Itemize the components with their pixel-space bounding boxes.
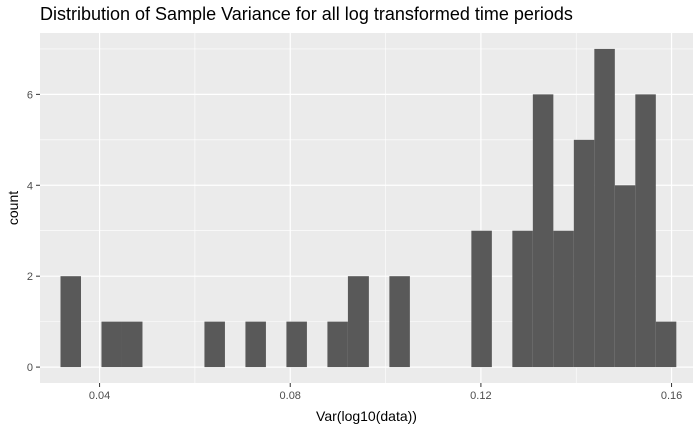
y-axis-title: count <box>5 191 21 225</box>
histogram-bar <box>204 321 225 368</box>
y-tick-label: 6 <box>27 89 33 101</box>
histogram-bar <box>286 321 307 368</box>
histogram-bar <box>553 230 574 368</box>
histogram-bar <box>327 321 348 368</box>
histogram-bar <box>389 276 410 368</box>
histogram-bars <box>60 48 677 368</box>
histogram-bar <box>512 230 533 368</box>
x-axis-ticks: 0.04 0.08 0.12 0.16 <box>89 383 682 402</box>
y-axis-ticks: 0 2 4 6 <box>27 89 40 374</box>
histogram-bar <box>573 139 595 368</box>
y-tick-label: 2 <box>27 271 33 283</box>
histogram-bar <box>655 321 677 368</box>
x-tick-label: 0.08 <box>280 390 301 402</box>
histogram-bar <box>614 185 636 368</box>
x-axis-title: Var(log10(data)) <box>316 408 417 424</box>
histogram-bar <box>101 321 122 368</box>
histogram-bar <box>121 321 143 368</box>
x-tick-label: 0.16 <box>661 390 682 402</box>
x-tick-label: 0.12 <box>470 390 491 402</box>
x-tick-label: 0.04 <box>89 390 110 402</box>
histogram-bar <box>594 48 615 368</box>
histogram-bar <box>245 321 266 368</box>
y-tick-label: 4 <box>27 180 33 192</box>
histogram-bar <box>635 94 656 368</box>
histogram-bar <box>347 276 369 368</box>
chart-title: Distribution of Sample Variance for all … <box>40 4 573 24</box>
histogram-bar <box>471 230 492 368</box>
histogram-bar <box>60 276 81 368</box>
histogram-bar <box>532 94 554 368</box>
y-tick-label: 0 <box>27 362 33 374</box>
